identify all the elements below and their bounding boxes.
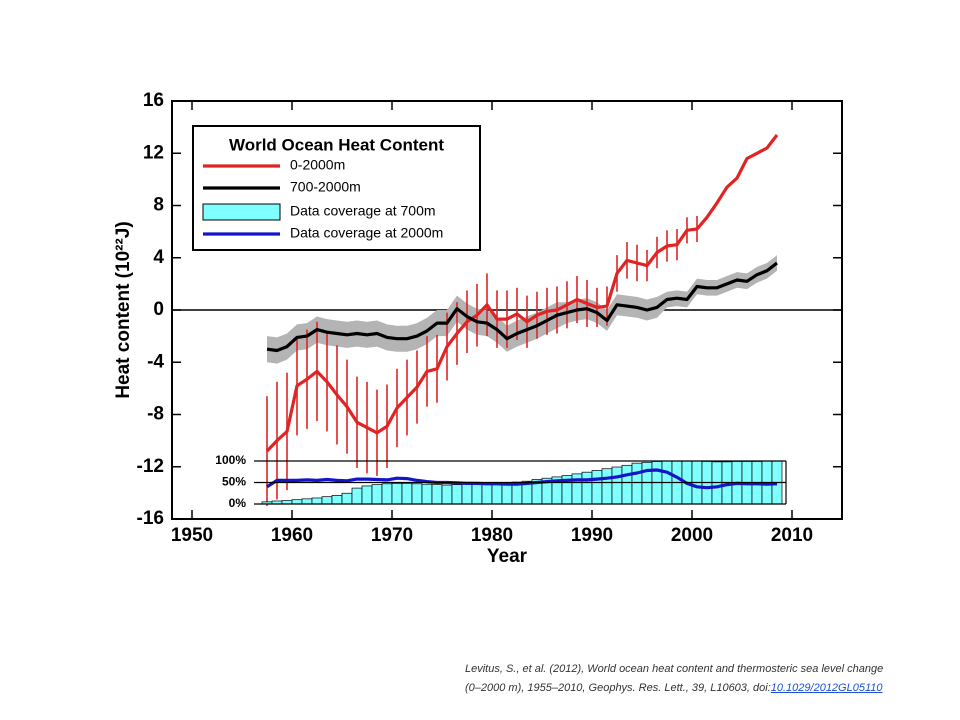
plot-frame	[171, 100, 843, 520]
y-tick-label: -12	[137, 456, 164, 477]
coverage-bar	[581, 471, 593, 505]
coverage-bar	[471, 483, 483, 505]
legend-label: 0-2000m	[290, 157, 345, 173]
x-tick-label: 1990	[571, 525, 613, 546]
legend-label: Data coverage at 2000m	[290, 225, 443, 241]
y-tick-label: 12	[143, 142, 164, 163]
coverage-bar	[331, 495, 343, 505]
series-line	[266, 261, 778, 353]
y2-tick-label: 50%	[222, 475, 246, 489]
y-axis-title: Heat content (10²²J)	[113, 221, 134, 398]
series-line	[266, 468, 778, 490]
coverage-bar	[431, 484, 443, 505]
coverage-bar	[481, 482, 493, 505]
y-tick-label: 16	[143, 90, 164, 111]
coverage-bar	[291, 499, 303, 505]
legend-title: World Ocean Heat Content	[229, 135, 444, 154]
citation-line: (0–2000 m), 1955–2010, Geophys. Res. Let…	[465, 679, 945, 698]
y2-tick-label: 0%	[229, 496, 247, 510]
coverage-bar	[421, 483, 433, 505]
front-layer: World Ocean Heat Content 0-2000m 700-2000m…	[171, 100, 843, 520]
y-tick-label: -16	[137, 508, 164, 529]
y-tick-label: 4	[153, 247, 164, 268]
coverage-bar	[321, 496, 333, 505]
citation-line: Levitus, S., et al. (2012), World ocean …	[465, 663, 884, 675]
coverage-bar	[591, 470, 603, 505]
legend-swatch	[202, 203, 281, 221]
coverage-bar	[641, 461, 653, 505]
coverage-bar	[361, 485, 373, 505]
x-tick-label: 1950	[171, 525, 213, 546]
coverage-bar	[451, 484, 463, 505]
coverage-bar	[401, 483, 413, 505]
x-tick-label: 1960	[271, 525, 313, 546]
coverage-bar	[601, 468, 613, 505]
x-tick-label: 1970	[371, 525, 413, 546]
coverage-bar	[621, 464, 633, 505]
x-tick-label: 2000	[671, 525, 713, 546]
citation: Levitus, S., et al. (2012), World ocean …	[465, 660, 945, 698]
coverage-bar	[611, 466, 623, 505]
coverage-bar	[371, 484, 383, 505]
x-tick-label: 1980	[471, 525, 513, 546]
coverage-bar	[631, 462, 643, 505]
citation-text: (0–2000 m), 1955–2010, Geophys. Res. Let…	[465, 682, 771, 694]
coverage-bar	[311, 497, 323, 505]
x-axis-title: Year	[487, 546, 528, 567]
uncertainty-band	[267, 255, 777, 364]
y-tick-label: -8	[147, 404, 164, 425]
y2-tick-label: 100%	[215, 453, 246, 467]
coverage-bar	[491, 482, 503, 505]
legend-label: 700-2000m	[290, 179, 361, 195]
doi-link[interactable]: 10.1029/2012GL05110	[770, 682, 883, 694]
coverage-bar	[441, 484, 453, 505]
y-tick-label: 8	[153, 195, 164, 216]
coverage-bar	[341, 492, 353, 505]
legend-label: Data coverage at 700m	[290, 203, 436, 219]
coverage-bar	[381, 483, 393, 505]
coverage-bar	[461, 483, 473, 505]
y-tick-label: 0	[153, 299, 164, 320]
coverage-bar	[411, 483, 423, 505]
coverage-bar	[391, 483, 403, 505]
series-line	[265, 134, 779, 453]
x-tick-label: 2010	[771, 525, 813, 546]
y-tick-label: -4	[147, 351, 164, 372]
coverage-bar	[351, 487, 363, 505]
coverage-bar	[301, 498, 313, 505]
